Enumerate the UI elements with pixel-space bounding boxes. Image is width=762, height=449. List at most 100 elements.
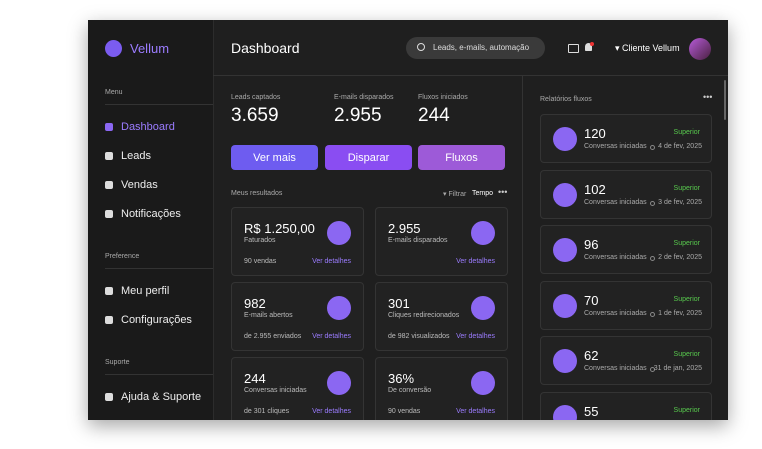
date-dot xyxy=(650,367,655,373)
user-menu[interactable]: ▾ Cliente Vellum xyxy=(615,43,680,53)
period[interactable]: Tempo xyxy=(472,190,494,197)
report-icon xyxy=(553,238,577,263)
report-item: 120 Superior Conversas iniciadas 4 de fev, … xyxy=(540,114,712,163)
search-box[interactable]: Leads, e-mails, automação xyxy=(406,37,545,59)
card-value: 301 xyxy=(388,296,410,311)
report-item: 55 Superior xyxy=(540,392,712,420)
nav-item[interactable]: Vendas xyxy=(121,179,158,191)
card-label: E-mails disparados xyxy=(388,237,448,244)
report-date: 4 de fev, 2025 xyxy=(658,143,702,150)
details-link[interactable]: Ver detalhes xyxy=(312,333,351,340)
result-card: R$ 1.250,00 Faturados 90 vendas Ver detalhe… xyxy=(231,207,364,276)
nav-item[interactable]: Configurações xyxy=(121,314,192,326)
nav-item[interactable]: Notificações xyxy=(121,208,181,220)
card-value: 982 xyxy=(244,296,266,311)
card-label: Cliques redirecionados xyxy=(388,312,460,319)
card-icon xyxy=(327,221,351,245)
report-icon xyxy=(553,127,577,151)
section-heading: Menu xyxy=(105,89,123,96)
panel-divider xyxy=(522,75,523,420)
card-icon xyxy=(471,296,495,320)
stat-label: Leads captados xyxy=(231,94,281,101)
result-card: 2.955 E-mails disparados Ver detalhes xyxy=(375,207,508,276)
date-dot xyxy=(650,311,655,317)
report-label: Conversas iniciadas xyxy=(584,254,647,262)
card-label: Faturados xyxy=(244,237,276,244)
nav-icon xyxy=(105,210,113,218)
report-date: 3 de fev, 2025 xyxy=(658,198,702,206)
report-item: 102 Superior Conversas iniciadas 3 de fev, … xyxy=(540,169,712,219)
details-link[interactable]: Ver detalhes xyxy=(312,258,351,265)
scrollbar xyxy=(724,80,726,120)
divider xyxy=(105,268,213,269)
report-badge: Superior xyxy=(673,351,700,359)
report-value: 55 xyxy=(584,404,599,419)
report-icon xyxy=(553,405,577,420)
report-label: Conversas iniciadas xyxy=(584,143,647,150)
report-date: 31 de jan, 2025 xyxy=(653,365,702,373)
report-value: 62 xyxy=(584,348,599,364)
mail-icon[interactable] xyxy=(568,44,579,53)
more-icon[interactable]: ••• xyxy=(498,187,508,197)
card-label: Conversas iniciadas xyxy=(244,387,307,394)
report-badge: Superior xyxy=(673,184,700,192)
date-dot xyxy=(650,145,655,150)
nav-icon xyxy=(105,181,113,189)
details-link[interactable]: Ver detalhes xyxy=(456,408,495,415)
card-icon xyxy=(327,371,351,395)
nav-icon xyxy=(105,152,113,160)
card-value: 2.955 xyxy=(388,221,421,236)
card-footer: 90 vendas xyxy=(244,258,277,265)
report-label: Conversas iniciadas xyxy=(584,198,647,206)
avatar[interactable] xyxy=(689,38,711,60)
search-placeholder: Leads, e-mails, automação xyxy=(433,43,530,52)
nav-icon xyxy=(105,123,113,131)
action-button[interactable]: Fluxos xyxy=(418,145,505,170)
card-footer: de 2.955 enviados xyxy=(244,333,302,340)
stat-value: 3.659 xyxy=(231,105,279,126)
nav-icon xyxy=(105,316,113,324)
reports-title: Relatórios fluxos xyxy=(540,96,592,103)
report-item: 96 Superior Conversas iniciadas 2 de fev, 2… xyxy=(540,225,712,275)
divider xyxy=(105,374,213,375)
page-title: Dashboard xyxy=(231,40,300,56)
user-name: Cliente Vellum xyxy=(622,43,680,53)
app-window: Vellum Menu Dashboard Leads Vendas Notificaç… xyxy=(88,20,728,420)
nav-item[interactable]: Meu perfil xyxy=(121,285,170,297)
report-badge: Superior xyxy=(673,295,700,303)
details-link[interactable]: Ver detalhes xyxy=(456,258,495,265)
details-link[interactable]: Ver detalhes xyxy=(456,333,495,340)
bell-icon[interactable] xyxy=(585,43,592,51)
card-footer: de 301 cliques xyxy=(244,408,290,415)
section-heading: Suporte xyxy=(105,359,130,366)
report-value: 70 xyxy=(584,292,599,308)
filter-label: Filtrar xyxy=(448,191,467,198)
report-badge: Superior xyxy=(673,129,700,136)
card-value: 244 xyxy=(244,371,266,386)
card-footer: 90 vendas xyxy=(388,408,421,415)
action-button[interactable]: Ver mais xyxy=(231,145,318,170)
report-icon xyxy=(553,293,577,318)
card-label: E-mails abertos xyxy=(244,312,293,319)
logo xyxy=(105,40,122,57)
filter[interactable]: ▾ Filtrar xyxy=(443,191,467,198)
report-item: 62 Superior Conversas iniciadas 31 de jan, … xyxy=(540,336,712,386)
stat-value: 244 xyxy=(418,105,450,126)
card-icon xyxy=(471,221,495,245)
section-heading: Preference xyxy=(105,253,140,260)
nav-item[interactable]: Leads xyxy=(121,150,151,162)
stat-label: Fluxos iniciados xyxy=(418,94,468,101)
action-button[interactable]: Disparar xyxy=(325,145,412,170)
date-dot xyxy=(650,256,655,262)
card-value: R$ 1.250,00 xyxy=(244,221,315,236)
nav-item[interactable]: Dashboard xyxy=(121,121,175,133)
card-footer: de 982 visualizados xyxy=(388,333,450,340)
nav-icon xyxy=(105,287,113,295)
more-icon[interactable]: ••• xyxy=(703,92,713,102)
details-link[interactable]: Ver detalhes xyxy=(312,408,351,415)
report-label: Conversas iniciadas xyxy=(584,309,647,317)
report-value: 96 xyxy=(584,237,599,253)
report-label: Conversas iniciadas xyxy=(584,365,647,373)
nav-item[interactable]: Ajuda & Suporte xyxy=(121,391,202,403)
